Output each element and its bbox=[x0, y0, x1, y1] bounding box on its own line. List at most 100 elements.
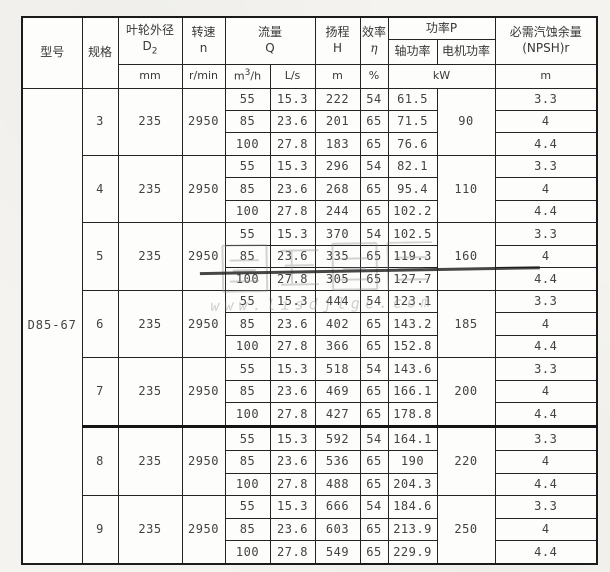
cell-npsh: 4.4 bbox=[494, 334, 598, 359]
cell-flow-ls: 15.3 bbox=[269, 87, 316, 111]
header-efficiency-label: 效率 bbox=[362, 25, 387, 40]
cell-npsh: 3.3 bbox=[494, 425, 598, 452]
cell-flow-ls: 23.6 bbox=[269, 379, 316, 404]
cell-efficiency: 54 bbox=[359, 87, 389, 111]
cell-efficiency: 65 bbox=[359, 540, 389, 565]
cell-head: 488 bbox=[314, 472, 361, 497]
cell-model: D85-67 bbox=[21, 87, 83, 565]
cell-flow-m3h: 85 bbox=[224, 109, 271, 134]
header-motor-power: 电机功率 bbox=[436, 38, 496, 65]
header-head-label: 扬程 bbox=[325, 25, 350, 40]
cell-shaft-power: 166.1 bbox=[387, 379, 438, 404]
cell-efficiency: 65 bbox=[359, 244, 389, 269]
cell-spec: 5 bbox=[81, 222, 119, 291]
table-row: 100 27.8 183 65 76.6 4.4 bbox=[22, 132, 598, 156]
cell-flow-ls: 27.8 bbox=[269, 267, 316, 291]
cell-flow-ls: 23.6 bbox=[269, 450, 316, 474]
cell-shaft-power: 102.5 bbox=[387, 222, 438, 246]
cell-efficiency: 54 bbox=[359, 289, 389, 314]
cell-flow-m3h: 85 bbox=[224, 517, 271, 542]
cell-flow-m3h: 85 bbox=[224, 450, 271, 474]
cell-head: 366 bbox=[314, 334, 361, 359]
cell-flow-m3h: 85 bbox=[224, 312, 271, 336]
header-motor-power-label: 电机功率 bbox=[442, 44, 491, 58]
cell-npsh: 4.4 bbox=[494, 540, 598, 565]
cell-npsh: 3.3 bbox=[494, 495, 598, 519]
cell-npsh: 4 bbox=[494, 517, 598, 542]
table-row: 85 23.6 536 65 190 4 bbox=[22, 450, 598, 474]
cell-head: 549 bbox=[314, 540, 361, 565]
header-spec: 规格 bbox=[81, 16, 119, 89]
header-head: 扬程 H bbox=[314, 16, 361, 65]
cell-flow-ls: 15.3 bbox=[269, 222, 316, 246]
unit-rpm: r/min bbox=[181, 63, 226, 89]
cell-efficiency: 65 bbox=[359, 267, 389, 291]
cell-head: 268 bbox=[314, 177, 361, 201]
pump-spec-table: 型号 规格 叶轮外径 D2 转速 n 流量 Q 扬程 bbox=[21, 16, 599, 565]
header-model: 型号 bbox=[21, 16, 83, 89]
cell-efficiency: 65 bbox=[359, 109, 389, 134]
header-speed-symbol: n bbox=[199, 41, 208, 56]
cell-efficiency: 65 bbox=[359, 450, 389, 474]
cell-flow-m3h: 55 bbox=[224, 87, 271, 111]
cell-npsh: 4.4 bbox=[494, 402, 598, 428]
header-speed: 转速 n bbox=[181, 16, 226, 65]
cell-speed: 2950 bbox=[181, 154, 226, 224]
cell-flow-m3h: 100 bbox=[224, 132, 271, 156]
cell-npsh: 3.3 bbox=[494, 357, 598, 381]
table-row: 4 235 2950 55 15.3 296 54 82.1 110 3.3 bbox=[22, 154, 598, 224]
header-head-symbol: H bbox=[333, 41, 343, 56]
header-flow-label: 流量 bbox=[258, 25, 283, 40]
cell-flow-m3h: 55 bbox=[224, 154, 271, 179]
unit-kw: kW bbox=[387, 63, 496, 89]
cell-shaft-power: 152.8 bbox=[387, 334, 438, 359]
unit-m-head: m bbox=[314, 63, 361, 89]
header-efficiency-symbol: η bbox=[370, 41, 378, 56]
cell-npsh: 3.3 bbox=[494, 222, 598, 246]
unit-mm: mm bbox=[117, 63, 183, 89]
cell-motor-power: 250 bbox=[436, 495, 496, 565]
cell-flow-m3h: 100 bbox=[224, 334, 271, 359]
cell-shaft-power: 95.4 bbox=[387, 177, 438, 201]
cell-head: 603 bbox=[314, 517, 361, 542]
header-shaft-power: 轴功率 bbox=[387, 38, 438, 65]
cell-impeller-diameter: 235 bbox=[117, 357, 183, 428]
cell-shaft-power: 164.1 bbox=[387, 425, 438, 452]
header-speed-label: 转速 bbox=[191, 25, 216, 40]
cell-spec: 6 bbox=[81, 289, 119, 359]
cell-shaft-power: 204.3 bbox=[387, 472, 438, 497]
cell-npsh: 4.4 bbox=[494, 132, 598, 156]
cell-speed: 2950 bbox=[181, 289, 226, 359]
cell-head: 444 bbox=[314, 289, 361, 314]
cell-efficiency: 65 bbox=[359, 379, 389, 404]
cell-flow-ls: 15.3 bbox=[269, 495, 316, 519]
unit-m3h: m3/h bbox=[224, 63, 271, 89]
cell-shaft-power: 190 bbox=[387, 450, 438, 474]
cell-shaft-power: 143.6 bbox=[387, 357, 438, 381]
cell-impeller-diameter: 235 bbox=[117, 154, 183, 224]
cell-npsh: 3.3 bbox=[494, 154, 598, 179]
cell-efficiency: 65 bbox=[359, 334, 389, 359]
cell-flow-ls: 15.3 bbox=[269, 357, 316, 381]
cell-efficiency: 65 bbox=[359, 312, 389, 336]
cell-npsh: 4 bbox=[494, 177, 598, 201]
unit-percent: % bbox=[359, 63, 389, 89]
cell-head: 469 bbox=[314, 379, 361, 404]
cell-speed: 2950 bbox=[181, 425, 226, 497]
cell-spec: 9 bbox=[81, 495, 119, 565]
cell-head: 244 bbox=[314, 199, 361, 224]
cell-spec: 4 bbox=[81, 154, 119, 224]
cell-motor-power: 110 bbox=[436, 154, 496, 224]
cell-efficiency: 65 bbox=[359, 132, 389, 156]
cell-npsh: 4.4 bbox=[494, 472, 598, 497]
cell-shaft-power: 178.8 bbox=[387, 402, 438, 428]
cell-impeller-diameter: 235 bbox=[117, 425, 183, 497]
cell-motor-power: 90 bbox=[436, 87, 496, 156]
cell-flow-m3h: 85 bbox=[224, 177, 271, 201]
table-row: 100 27.8 427 65 178.8 4.4 bbox=[22, 402, 598, 428]
cell-flow-ls: 15.3 bbox=[269, 425, 316, 452]
cell-flow-ls: 27.8 bbox=[269, 402, 316, 428]
cell-efficiency: 54 bbox=[359, 425, 389, 452]
cell-npsh: 4.4 bbox=[494, 267, 598, 291]
cell-head: 335 bbox=[314, 244, 361, 269]
